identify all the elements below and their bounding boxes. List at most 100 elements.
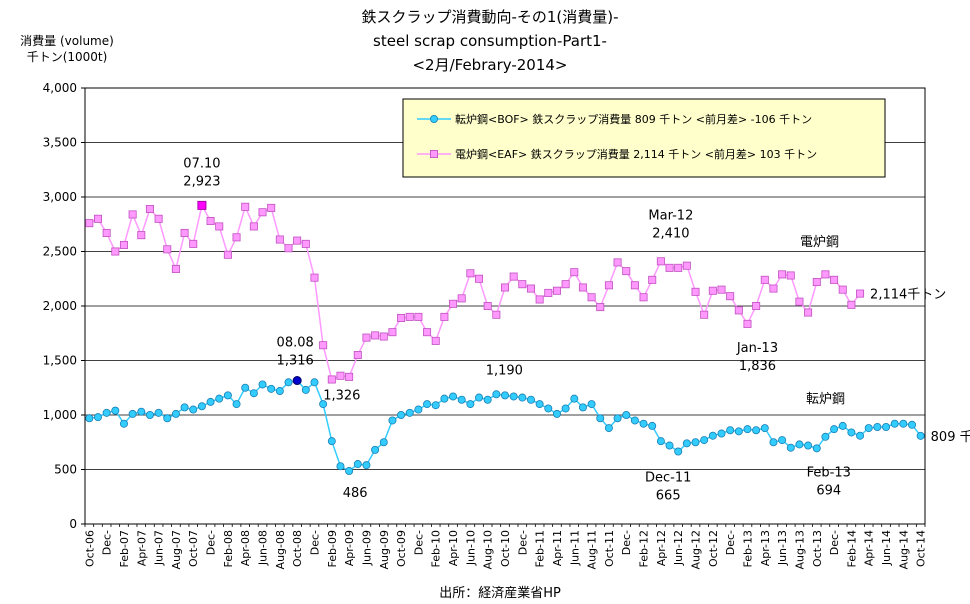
bof-point: [362, 461, 371, 470]
point-annotation: 665: [656, 489, 681, 504]
eaf-point: [613, 258, 622, 267]
eaf-point: [353, 351, 362, 360]
bof-point: [310, 378, 319, 387]
eaf-point: [431, 336, 440, 345]
eaf-point: [717, 285, 726, 294]
x-tick-label: Apr-11: [551, 530, 564, 566]
eaf-point: [604, 281, 613, 290]
bof-point: [682, 439, 691, 448]
eaf-point: [492, 310, 501, 319]
eaf-point: [743, 319, 752, 328]
bof-point: [137, 407, 146, 416]
eaf-point: [128, 210, 137, 219]
x-tick-label: Dec-: [101, 530, 114, 555]
eaf-point: [145, 204, 154, 213]
point-annotation: 08.08: [277, 336, 314, 351]
bof-point: [578, 403, 587, 412]
x-tick-label: Oct-14: [915, 530, 928, 567]
y-axis-label-volume: 消費量 (volume): [20, 34, 114, 48]
eaf-point: [379, 332, 388, 341]
bof-last-value-label: 809 千トン: [931, 430, 970, 445]
eaf-point: [423, 328, 432, 337]
eaf-point: [258, 208, 267, 217]
eaf-point: [570, 268, 579, 277]
eaf-point: [752, 301, 761, 310]
eaf-point: [639, 293, 648, 302]
bof-point: [449, 392, 458, 401]
bof-point: [111, 406, 120, 415]
eaf-point: [778, 270, 787, 279]
bof-point: [795, 440, 804, 449]
x-tick-label: Apr-08: [239, 530, 252, 566]
bof-point: [379, 438, 388, 447]
bof-point: [526, 395, 535, 404]
x-tick-label: Oct-11: [603, 530, 616, 567]
bof-point: [708, 431, 717, 440]
eaf-point: [700, 310, 709, 319]
point-annotation: 694: [816, 483, 841, 498]
x-tick-label: Oct-12: [707, 530, 720, 567]
eaf-point: [249, 222, 258, 231]
source-note: 出所：経済産業省HP: [439, 586, 561, 601]
bof-point: [180, 403, 189, 412]
chart-title: 鉄スクラップ消費動向-その1(消費量)-: [361, 8, 619, 26]
point-annotation: 486: [343, 486, 368, 501]
x-tick-label: Feb-12: [638, 530, 651, 567]
x-tick-label: Aug-11: [586, 530, 599, 569]
bof-point: [821, 432, 830, 441]
eaf-point: [405, 312, 414, 321]
eaf-point: [85, 219, 94, 228]
bof-point: [93, 413, 102, 422]
bof-point: [492, 390, 501, 399]
y-tick-label: 3,000: [43, 190, 77, 204]
point-annotation: 1,326: [323, 388, 360, 403]
bof-point: [154, 408, 163, 417]
eaf-point: [180, 228, 189, 237]
x-tick-label: Oct-08: [291, 530, 304, 567]
point-annotation: 1,836: [739, 359, 776, 374]
bof-point: [552, 409, 561, 418]
bof-point: [249, 389, 258, 398]
bof-point: [371, 445, 380, 454]
eaf-point: [535, 295, 544, 304]
bof-point: [674, 447, 683, 456]
x-tick-label: Aug-14: [897, 530, 910, 569]
eaf-point: [596, 303, 605, 312]
point-annotation: Feb-13: [807, 465, 851, 480]
bof-point: [622, 410, 631, 419]
eaf-point: [414, 312, 423, 321]
eaf-point: [648, 275, 657, 284]
eaf-point: [241, 202, 250, 211]
x-tick-label: Jun-09: [360, 530, 373, 566]
bof-point: [457, 395, 466, 404]
eaf-point: [856, 289, 865, 298]
x-tick-label: Jun-07: [153, 530, 166, 566]
bof-point: [778, 436, 787, 445]
eaf-point: [786, 271, 795, 280]
x-tick-label: Feb-10: [430, 530, 443, 567]
bof-point: [223, 391, 232, 400]
eaf-point: [674, 263, 683, 272]
eaf-point: [327, 375, 336, 384]
x-tick-label: Aug-12: [690, 530, 703, 569]
eaf-point: [111, 247, 120, 256]
x-tick-label: Oct-10: [499, 530, 512, 567]
x-tick-label: Apr-13: [759, 530, 772, 566]
eaf-point: [223, 250, 232, 259]
x-tick-label: Aug-07: [170, 530, 183, 569]
y-tick-label: 500: [54, 463, 77, 477]
eaf-point: [457, 294, 466, 303]
eaf-point: [622, 267, 631, 276]
bof-point: [102, 408, 111, 417]
eaf-point: [345, 372, 354, 381]
eaf-point: [362, 333, 371, 342]
bof-point: [769, 438, 778, 447]
bof-point: [587, 400, 596, 409]
bof-point: [882, 422, 891, 431]
eaf-point: [215, 222, 224, 231]
bof-point: [215, 394, 224, 403]
bof-point: [189, 405, 198, 414]
x-tick-label: Dec-: [828, 530, 841, 555]
eaf-point: [267, 203, 276, 212]
